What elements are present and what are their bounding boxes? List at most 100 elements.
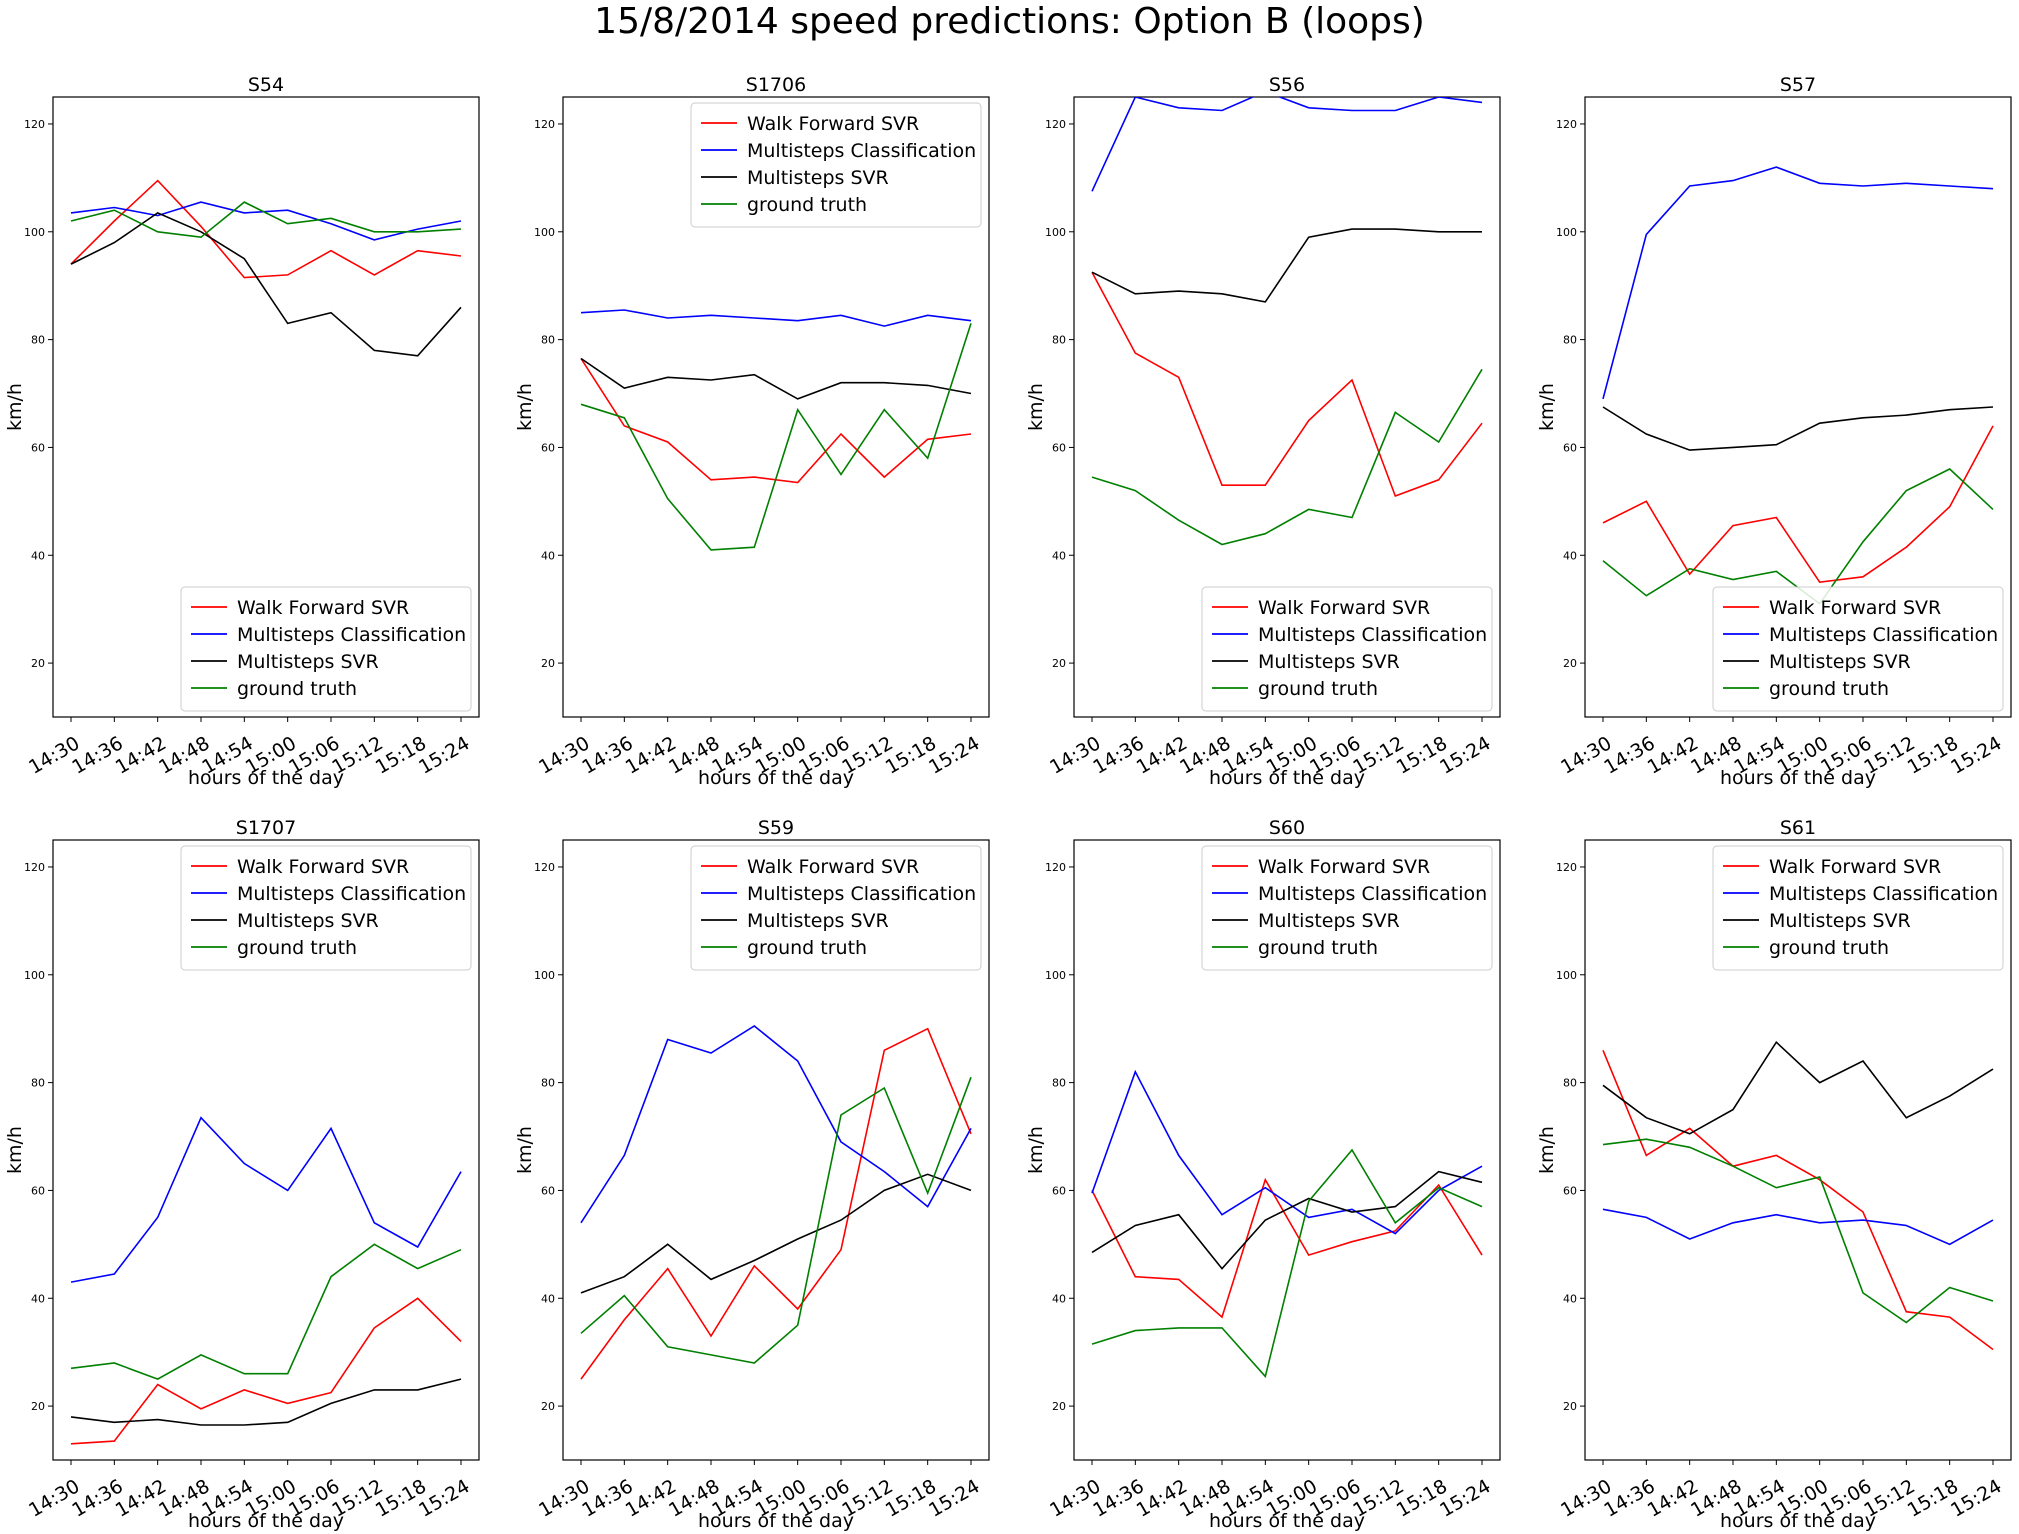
legend-box — [1201, 586, 1493, 712]
x-axis-label: hours of the day — [1209, 1510, 1365, 1532]
y-tick-label: 100 — [1556, 226, 1577, 239]
y-tick-label: 40 — [1563, 1292, 1577, 1305]
y-tick-label: 40 — [1052, 549, 1066, 562]
figure-title: 15/8/2014 speed predictions: Option B (l… — [594, 1, 1425, 42]
subplot-title: S57 — [1780, 74, 1816, 96]
subplot-s54: 2040608010012014:3014:3614:4214:4814:541… — [4, 74, 480, 789]
series-line-multisteps-classification — [580, 309, 972, 327]
legend-entry: ground truth — [1769, 678, 1889, 700]
series-line-ground-truth — [70, 1243, 462, 1380]
y-tick-label: 80 — [541, 334, 555, 347]
y-tick-label: 120 — [1556, 861, 1577, 874]
y-tick-label: 40 — [1563, 549, 1577, 562]
axes-frame — [52, 96, 480, 718]
legend-entry: Walk Forward SVR — [1769, 856, 1941, 878]
legend: Walk Forward SVR Multisteps Classificatio… — [1712, 586, 2004, 712]
y-tick-label: 100 — [1045, 969, 1066, 982]
series-line-multisteps-svr — [70, 211, 462, 357]
series-line-multisteps-svr — [1602, 406, 1994, 451]
y-tick-label: 80 — [541, 1077, 555, 1090]
series-line-ground-truth — [70, 201, 462, 239]
y-tick-label: 40 — [541, 549, 555, 562]
y-axis-label: km/h — [1536, 383, 1558, 431]
y-tick-label: 80 — [1052, 334, 1066, 347]
axes-frame — [1584, 96, 2012, 718]
subplot-s61: 2040608010012014:3014:3614:4214:4814:541… — [1536, 817, 2012, 1532]
y-tick-label: 20 — [541, 657, 555, 670]
series-line-multisteps-svr — [580, 357, 972, 400]
x-tick-label: 15:24 — [1947, 732, 2005, 778]
series-line-walk-forward-svr — [70, 179, 462, 279]
series-line-walk-forward-svr — [580, 1027, 972, 1380]
y-tick-label: 60 — [31, 441, 45, 454]
series-line-ground-truth — [1091, 368, 1483, 546]
legend-entry: Multisteps SVR — [1769, 651, 1911, 673]
y-tick-label: 100 — [24, 969, 45, 982]
y-tick-label: 60 — [1563, 1184, 1577, 1197]
y-tick-label: 120 — [1045, 118, 1066, 131]
series-line-walk-forward-svr — [70, 1297, 462, 1445]
legend-entry: Walk Forward SVR — [1258, 856, 1430, 878]
y-tick-label: 60 — [541, 441, 555, 454]
y-tick-label: 100 — [534, 226, 555, 239]
legend: Walk Forward SVR Multisteps Classificatio… — [690, 845, 982, 971]
series-line-multisteps-svr — [1602, 1040, 1994, 1135]
x-axis-label: hours of the day — [188, 767, 344, 789]
subplot-s57: 2040608010012014:3014:3614:4214:4814:541… — [1536, 74, 2012, 789]
y-axis-label: km/h — [4, 1126, 26, 1174]
x-axis-label: hours of the day — [188, 1510, 344, 1532]
legend-box — [690, 102, 982, 228]
legend-entry: Multisteps Classification — [237, 624, 466, 646]
series-line-walk-forward-svr — [1091, 271, 1483, 498]
series-line-multisteps-classification — [1091, 97, 1483, 192]
series-line-multisteps-svr — [1091, 228, 1482, 303]
legend-entry: ground truth — [747, 937, 867, 959]
y-tick-label: 80 — [31, 334, 45, 347]
subplot-s59: 2040608010012014:3014:3614:4214:4814:541… — [514, 817, 990, 1532]
y-tick-label: 60 — [1563, 441, 1577, 454]
legend-entry: Multisteps Classification — [1769, 883, 1998, 905]
x-axis-label: hours of the day — [1720, 767, 1876, 789]
subplot-title: S54 — [248, 74, 284, 96]
subplot-title: S61 — [1780, 817, 1816, 839]
x-axis-label: hours of the day — [698, 1510, 854, 1532]
y-tick-label: 120 — [534, 861, 555, 874]
axes-frame — [1073, 96, 1501, 718]
x-tick-label: 15:24 — [415, 1475, 473, 1521]
y-axis-label: km/h — [4, 383, 26, 431]
series-line-ground-truth — [1602, 1138, 1994, 1324]
legend-entry: Multisteps SVR — [1258, 651, 1400, 673]
legend-entry: ground truth — [1769, 937, 1889, 959]
legend: Walk Forward SVR Multisteps Classificatio… — [180, 586, 472, 712]
axes-frame — [52, 839, 480, 1461]
legend-box — [690, 845, 982, 971]
legend-entry: Multisteps Classification — [747, 883, 976, 905]
y-axis-label: km/h — [514, 383, 536, 431]
y-tick-label: 100 — [1556, 969, 1577, 982]
y-tick-label: 60 — [1052, 441, 1066, 454]
subplot-s1706: 2040608010012014:3014:3614:4214:4814:541… — [514, 74, 990, 789]
y-tick-label: 80 — [1052, 1077, 1066, 1090]
y-tick-label: 20 — [1563, 1400, 1577, 1413]
subplot-s1707: 2040608010012014:3014:3614:4214:4814:541… — [4, 817, 480, 1532]
y-tick-label: 40 — [541, 1292, 555, 1305]
legend: Walk Forward SVR Multisteps Classificatio… — [690, 102, 982, 228]
y-axis-label: km/h — [514, 1126, 536, 1174]
series-line-multisteps-classification — [1602, 166, 1994, 400]
y-axis-label: km/h — [1025, 383, 1047, 431]
y-tick-label: 80 — [31, 1077, 45, 1090]
legend-entry: Multisteps SVR — [1258, 910, 1400, 932]
legend-entry: Walk Forward SVR — [747, 856, 919, 878]
legend-entry: Multisteps Classification — [1769, 624, 1998, 646]
legend-entry: Multisteps Classification — [1258, 883, 1487, 905]
y-tick-label: 60 — [1052, 1184, 1066, 1197]
x-axis-label: hours of the day — [698, 767, 854, 789]
y-tick-label: 80 — [1563, 334, 1577, 347]
series-line-multisteps-classification — [1091, 1069, 1483, 1235]
legend-entry: Multisteps Classification — [237, 883, 466, 905]
y-tick-label: 20 — [1052, 1400, 1066, 1413]
legend-entry: ground truth — [747, 194, 867, 216]
legend-entry: Multisteps Classification — [747, 140, 976, 162]
y-tick-label: 20 — [1563, 657, 1577, 670]
series-line-walk-forward-svr — [1602, 1049, 1994, 1351]
